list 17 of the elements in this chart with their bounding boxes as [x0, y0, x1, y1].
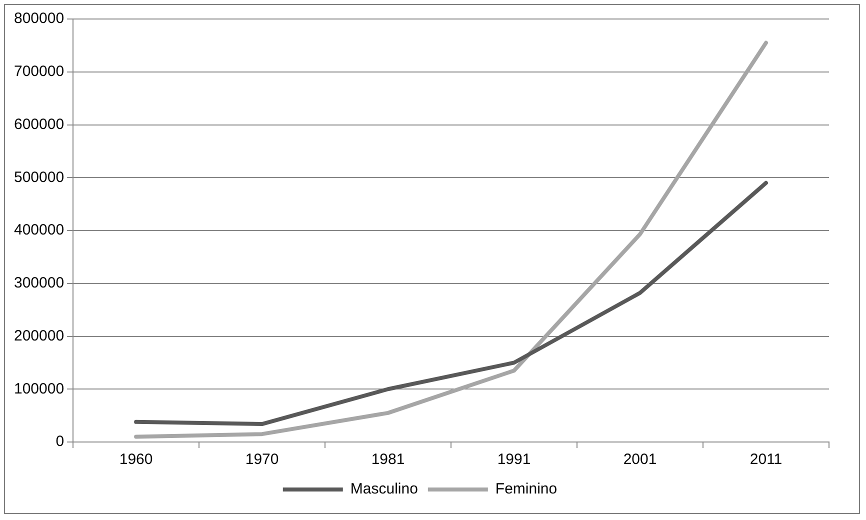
x-tick-label: 1960 — [119, 451, 153, 468]
y-tick-label: 100000 — [14, 380, 64, 398]
y-tick-label: 700000 — [14, 63, 64, 80]
y-tick-label: 400000 — [14, 222, 64, 239]
y-tick-label: 500000 — [14, 168, 64, 186]
y-tick-label: 600000 — [14, 116, 64, 133]
y-tick-label: 200000 — [14, 327, 64, 344]
x-tick-label: 1991 — [497, 451, 531, 468]
x-tick-label: 1981 — [371, 451, 405, 468]
x-tick-label: 2011 — [750, 451, 782, 468]
y-tick-label: 300000 — [14, 274, 64, 292]
y-tick-label: 0 — [56, 433, 64, 450]
legend-label: Feminino — [495, 480, 558, 498]
x-tick-label: 2001 — [623, 451, 657, 468]
y-tick-label: 800000 — [14, 10, 64, 28]
x-tick-label: 1970 — [245, 451, 279, 468]
legend-label: Masculino — [350, 480, 418, 498]
